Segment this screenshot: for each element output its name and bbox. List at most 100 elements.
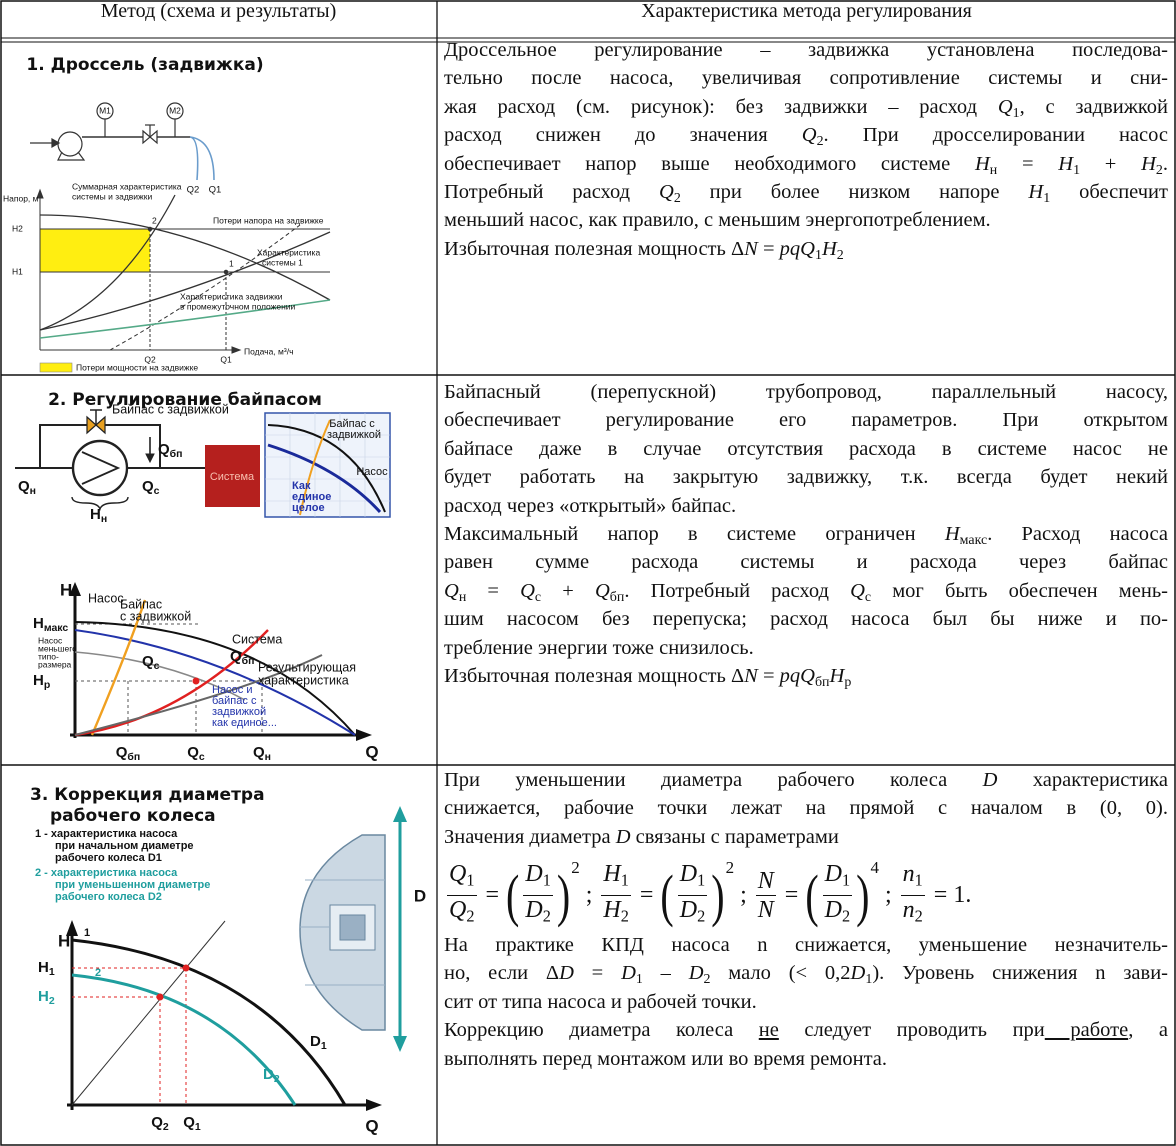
text-run: будет работать на закрытую задвижку, т.к… — [444, 466, 1168, 489]
letter: D — [525, 860, 543, 887]
figure-label: Напор, м — [3, 193, 39, 203]
figure-label: как единое... — [212, 717, 277, 729]
figure-label: задвижкой — [327, 429, 381, 441]
bracket: ) — [856, 862, 870, 928]
variable: N — [755, 867, 776, 896]
text-run: Q — [850, 579, 865, 602]
letter: D — [679, 896, 698, 923]
figure-label: Q2 — [144, 354, 156, 364]
figure-label: Qбп — [230, 648, 255, 667]
variable: n2 — [901, 896, 925, 931]
text-run: . — [1162, 152, 1168, 175]
text-line: жая расход (см. рисунок): без задвижки –… — [444, 93, 1168, 121]
figure-label: Qбп — [158, 441, 183, 460]
fraction: D1 D2 — [677, 860, 708, 931]
text-run: H — [974, 152, 990, 175]
figure-label: целое — [292, 502, 325, 514]
figure-label: Потери напора на задвижке — [213, 215, 324, 225]
figure-label: Q1 — [220, 354, 232, 364]
text-line: При уменьшении диаметра рабочего колеса … — [444, 766, 1168, 794]
diameter-chart — [66, 920, 382, 1111]
variable: D2 — [678, 896, 708, 931]
variable: n1 — [900, 860, 925, 896]
bracket: ) — [556, 862, 571, 928]
figure-label: 2 — [152, 215, 157, 225]
figure-label: единое — [292, 491, 331, 503]
letter: Q — [449, 896, 467, 923]
text-run: Избыточная полезная мощность Δ — [444, 237, 745, 260]
text-run: D — [559, 962, 574, 985]
figure-label: Байпас — [120, 597, 162, 611]
equals: = — [639, 881, 654, 908]
text-run: H — [821, 237, 837, 260]
text-run: сит от типа насоса и рабочей точки. — [444, 990, 757, 1013]
figure-label: Qн — [253, 744, 271, 763]
figure-label: Q2 — [151, 1114, 169, 1133]
variable: D2 — [523, 896, 553, 931]
text-run: pqQ — [779, 664, 815, 687]
text-run: расход через «открытый» байпас. — [444, 494, 737, 517]
figure-label: D — [414, 886, 426, 905]
subscript: 2 — [163, 1121, 169, 1133]
throttle-chart — [36, 188, 331, 373]
text-run: pqQ — [779, 237, 815, 260]
text-run: Q — [520, 579, 535, 602]
figure-label: Qн — [18, 478, 36, 497]
figure-label: 1. Дроссель (задвижка) — [26, 55, 263, 75]
figure-label: Характеристика задвижки — [180, 291, 283, 301]
text-run: H — [1141, 152, 1156, 175]
figure-label: Система — [232, 632, 282, 646]
figure-label: D1 — [310, 1033, 327, 1052]
subscript: макс — [44, 622, 69, 634]
text-run: . Расход насоса — [987, 522, 1169, 545]
text-line: сит от типа насоса и рабочей точки. — [444, 988, 1168, 1016]
text-run: Q — [444, 579, 459, 602]
text-run: На практике КПД насоса n снижается, умен… — [444, 934, 1168, 956]
variable: D1 — [523, 860, 553, 896]
figure-label: характеристика — [258, 673, 349, 687]
text-run: требление энергии тоже снизилось. — [444, 636, 754, 659]
text-run: н — [989, 162, 998, 178]
text-run: мало (< 0,2 — [710, 962, 851, 985]
figure-label: Q — [365, 742, 378, 761]
figure-label: Hн — [90, 506, 107, 525]
letter: D — [525, 896, 543, 923]
text-run: Q — [659, 180, 674, 203]
text-run: характеристика — [997, 769, 1168, 791]
impeller — [299, 806, 407, 1052]
letter: D — [824, 860, 842, 887]
figure-label: Байпас с задвижкой — [112, 402, 229, 416]
figure-label: 1 - характеристика насоса — [35, 828, 178, 840]
power: 2 — [725, 858, 735, 877]
variable: H2 — [601, 896, 631, 931]
text-run: Максимальный напор в системе ограничен — [444, 522, 945, 545]
figure-label: Насос — [38, 635, 63, 645]
text-run: не — [758, 1019, 779, 1042]
text-run: работе — [1044, 1019, 1129, 1042]
value: 1. — [953, 881, 972, 908]
text-line: будет работать на закрытую задвижку, т.к… — [444, 463, 1168, 491]
figure-label: системы 1 — [262, 257, 303, 267]
text-run: + — [1080, 152, 1142, 175]
text-run: тельно после насоса, увеличивая сопротив… — [444, 67, 1168, 90]
text-run: D — [615, 825, 631, 848]
index: 2 — [697, 906, 706, 926]
text-run: мог быть обеспечен мень- — [871, 579, 1169, 602]
text-run: обеспечивает напор выше необходимого сис… — [444, 152, 975, 175]
variable: H1 — [601, 860, 631, 896]
text-run: = — [466, 579, 521, 602]
variable: Q1 — [447, 860, 477, 896]
text-line: тельно после насоса, увеличивая сопротив… — [444, 64, 1168, 92]
text-run: обеспечивает регулирование его параметро… — [444, 409, 1168, 432]
text-run: Q — [594, 579, 610, 602]
variable: N — [756, 896, 776, 924]
text-line: выполнять перед монтажом или во время ре… — [444, 1045, 1168, 1073]
text-run: H — [1058, 152, 1074, 175]
text-run: = — [997, 152, 1059, 175]
index: 1 — [841, 870, 851, 890]
equals: = — [485, 881, 500, 908]
text-run: расход снижен до значения — [444, 124, 802, 147]
figure-label: Насос — [88, 591, 124, 605]
